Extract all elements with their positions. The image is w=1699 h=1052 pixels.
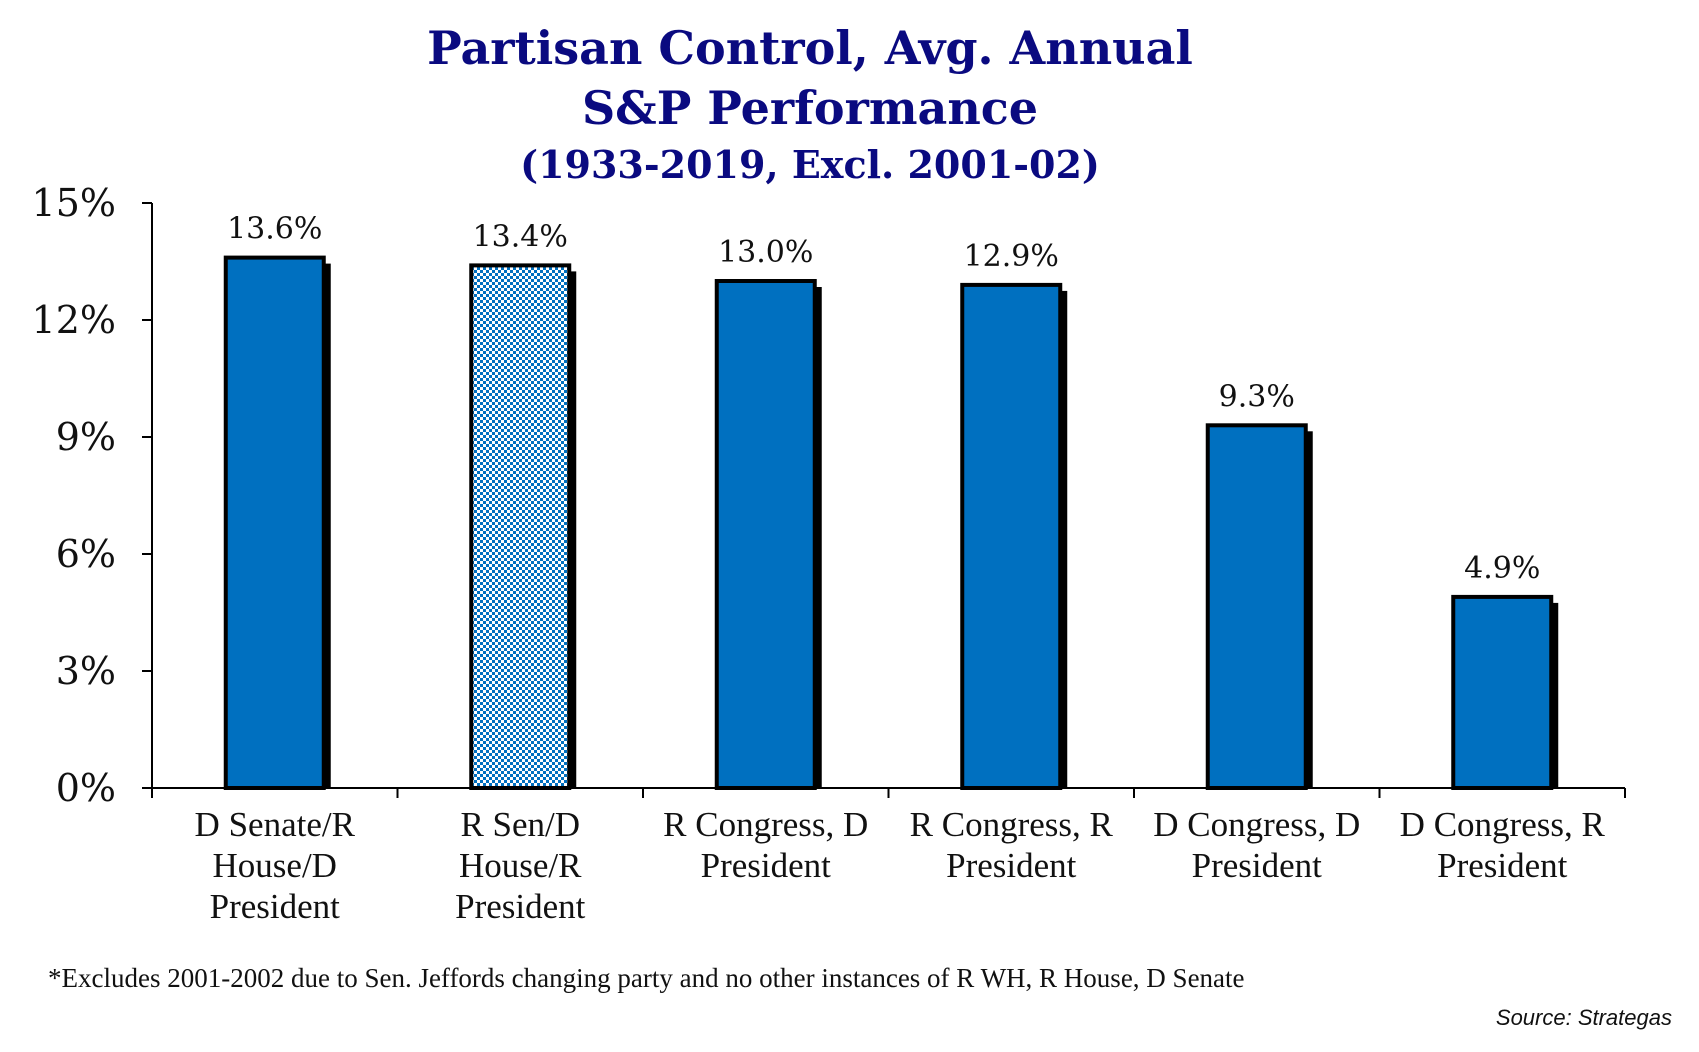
- x-axis: [151, 787, 1626, 798]
- chart-title-line-2: S&P Performance: [582, 81, 1038, 135]
- bar-value-label: 4.9%: [1464, 551, 1540, 586]
- y-tick-label: 6%: [56, 532, 116, 576]
- bar-rect: [469, 263, 572, 790]
- bar-value-label: 9.3%: [1219, 379, 1295, 414]
- x-category-label: R Congress, R President: [910, 805, 1114, 885]
- chart-title: Partisan Control, Avg. Annual S&P Perfor…: [427, 21, 1193, 187]
- y-tick-label: 0%: [56, 766, 116, 810]
- x-category-label-line: President: [701, 846, 832, 885]
- footnote: *Excludes 2001-2002 due to Sen. Jeffords…: [48, 963, 1245, 993]
- y-axis: 0% 3% 6% 9% 12% 15%: [32, 181, 153, 810]
- bar-value-label: 12.9%: [964, 239, 1059, 274]
- bar-value-label: 13.0%: [718, 235, 813, 270]
- x-category-label: D Senate/R House/D President: [195, 805, 356, 926]
- bar-value-label: 13.4%: [473, 219, 568, 254]
- bar: [960, 282, 1068, 790]
- bar-series: [223, 255, 1559, 791]
- x-category-label-line: R Congress, D: [663, 805, 868, 844]
- x-category-label-line: House/D: [213, 846, 337, 885]
- x-category-label-line: R Sen/D: [460, 805, 580, 844]
- y-tick-label: 15%: [32, 181, 116, 225]
- bar-rect: [960, 282, 1063, 790]
- x-category-label-line: D Congress, D: [1153, 805, 1360, 844]
- y-tick-label: 9%: [56, 415, 116, 459]
- x-category-label: D Congress, D President: [1153, 805, 1360, 885]
- x-category-label-line: President: [1192, 846, 1323, 885]
- y-tick-label: 12%: [32, 298, 116, 342]
- x-category-label-line: House/R: [459, 846, 582, 885]
- bar-rect: [1205, 423, 1308, 790]
- x-category-label-line: President: [1437, 846, 1568, 885]
- bar-rect: [223, 255, 326, 791]
- x-category-label-line: President: [455, 887, 586, 926]
- bar: [469, 263, 577, 790]
- x-category-label-line: President: [210, 887, 341, 926]
- bar: [1451, 594, 1559, 791]
- bar: [714, 279, 822, 790]
- x-category-label: R Congress, D President: [663, 805, 868, 885]
- source-note: Source: Strategas: [1496, 1005, 1672, 1030]
- y-tick-label: 3%: [56, 649, 116, 693]
- bar: [223, 255, 331, 791]
- x-category-label-line: D Congress, R: [1400, 805, 1606, 844]
- bar-rect: [714, 279, 817, 790]
- x-category-label-line: R Congress, R: [910, 805, 1114, 844]
- chart-title-line-1: Partisan Control, Avg. Annual: [427, 21, 1193, 75]
- bar-rect: [1451, 594, 1554, 791]
- data-labels: 13.6% 13.4% 13.0% 12.9% 9.3% 4.9%: [227, 212, 1540, 586]
- x-category-label-line: D Senate/R: [195, 805, 356, 844]
- bar: [1205, 423, 1313, 790]
- bar-value-label: 13.6%: [227, 212, 322, 247]
- chart-title-line-3: (1933-2019, Excl. 2001-02): [520, 142, 1100, 187]
- x-category-label-line: President: [946, 846, 1077, 885]
- x-category-label: D Congress, R President: [1400, 805, 1606, 885]
- x-category-label: R Sen/D House/R President: [455, 805, 586, 926]
